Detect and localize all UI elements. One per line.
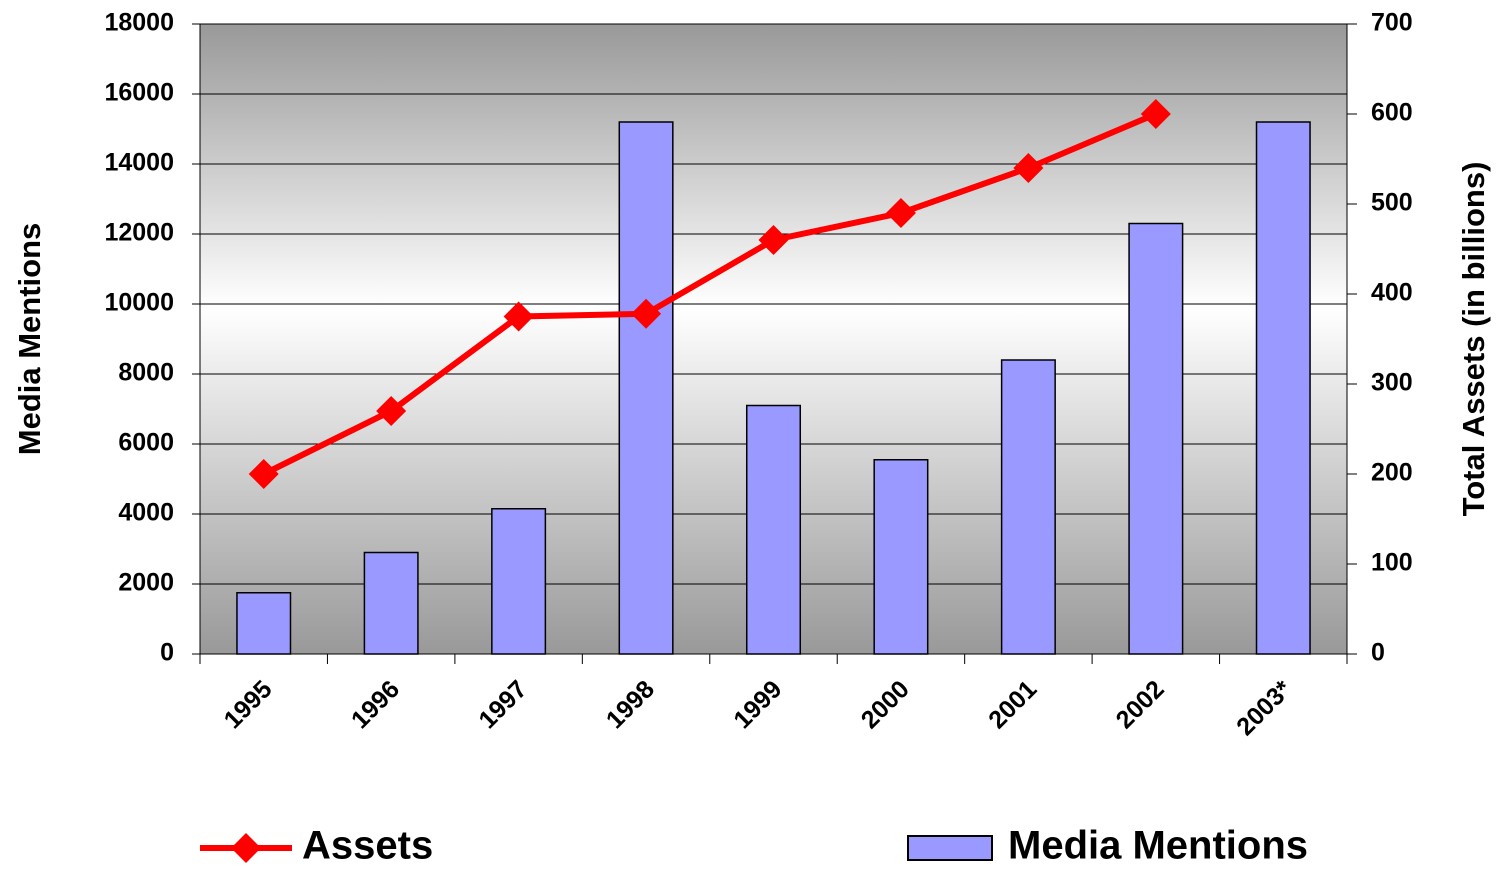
x-tick-label: 1999 bbox=[728, 675, 787, 734]
line bbox=[262, 111, 1158, 477]
marker bbox=[631, 298, 662, 329]
legend-swatch bbox=[907, 835, 993, 861]
y2-tick-label: 400 bbox=[1371, 279, 1413, 307]
y2-tick-label: 600 bbox=[1371, 99, 1413, 127]
bar bbox=[745, 404, 802, 655]
x-tick-label: 1995 bbox=[219, 675, 278, 734]
bar bbox=[1000, 359, 1056, 655]
marker bbox=[1013, 153, 1044, 183]
y2-tick-label: 500 bbox=[1371, 189, 1413, 217]
x-tick-label: 2002 bbox=[1111, 675, 1170, 734]
y2-tick-label: 300 bbox=[1371, 369, 1413, 397]
y-tick-label: 6000 bbox=[118, 429, 174, 457]
marker bbox=[376, 396, 407, 426]
bar bbox=[873, 459, 929, 655]
x-tick-label: 2000 bbox=[856, 675, 915, 734]
marker bbox=[1140, 99, 1171, 129]
bar bbox=[618, 121, 674, 655]
marker bbox=[503, 301, 534, 332]
legend-label: Media Mentions bbox=[1008, 824, 1308, 868]
y-tick-label: 18000 bbox=[104, 9, 174, 37]
y-tick-label: 14000 bbox=[104, 149, 174, 177]
y-tick-label: 4000 bbox=[118, 499, 174, 527]
y-tick-label: 10000 bbox=[104, 289, 174, 317]
y-axis-label: Media Mentions bbox=[12, 223, 47, 456]
y-tick-label: 0 bbox=[160, 639, 174, 667]
y2-tick-label: 200 bbox=[1371, 459, 1413, 487]
x-tick-label: 2001 bbox=[983, 675, 1042, 734]
x-tick-label: 2003* bbox=[1231, 675, 1297, 741]
bar bbox=[1128, 222, 1184, 655]
y2-tick-label: 0 bbox=[1371, 639, 1385, 667]
legend-label: Assets bbox=[302, 824, 433, 868]
marker bbox=[885, 198, 916, 228]
bar bbox=[1255, 121, 1311, 655]
y-tick-label: 12000 bbox=[104, 219, 174, 247]
x-tick-label: 1997 bbox=[473, 675, 532, 734]
x-tick-label: 1996 bbox=[346, 675, 405, 734]
marker bbox=[758, 225, 789, 255]
y2-tick-label: 100 bbox=[1371, 549, 1413, 577]
x-tick-label: 1998 bbox=[601, 675, 660, 734]
y-tick-label: 2000 bbox=[118, 569, 174, 597]
bar bbox=[363, 551, 419, 655]
legend-marker bbox=[231, 833, 261, 863]
y2-tick-label: 700 bbox=[1371, 9, 1413, 37]
y-tick-label: 8000 bbox=[118, 359, 174, 387]
bar bbox=[236, 592, 292, 655]
y2-axis-label: Total Assets (in billions) bbox=[1456, 162, 1491, 517]
bar bbox=[491, 508, 547, 655]
y-tick-label: 16000 bbox=[104, 79, 174, 107]
marker bbox=[248, 459, 279, 489]
